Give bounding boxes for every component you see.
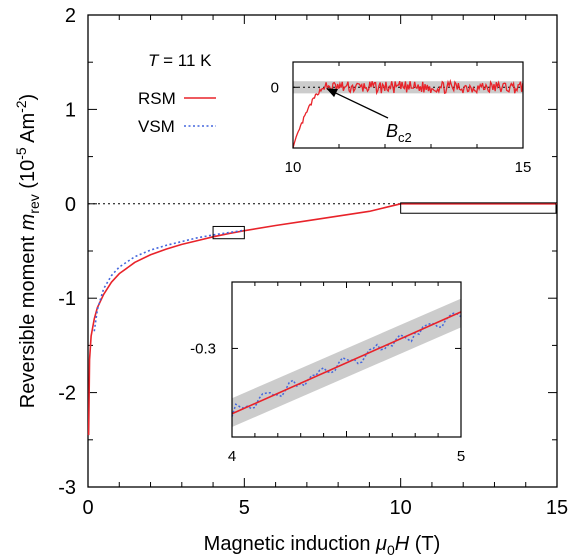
x-tick-label: 0 [82,497,93,519]
y-tick-label: -1 [58,288,76,310]
inset-high-frame [292,61,524,149]
inset-low-y-tick-label: -0.3 [190,340,216,357]
inset-low-field: 4 5 -0.3 [190,281,465,465]
y-tick-label: 2 [65,5,76,27]
y-tick-label: -3 [58,477,76,499]
y-tick-label: 1 [65,99,76,121]
inset-low-vsm-line [231,312,462,417]
series-vsm-line [93,229,245,332]
temperature-annotation: T = 11 K [148,51,212,70]
inset-low-rsm-line [231,311,462,415]
inset-high-x-tick-label: 15 [515,159,532,176]
inset-low-x-tick-label: 5 [457,448,465,465]
main-tick-labels: 0 5 10 15 -3 -2 -1 0 1 2 [58,5,568,519]
inset-high-x-tick-label: 10 [285,159,302,176]
y-tick-label: 0 [65,194,76,216]
zoom-box-4-5 [212,225,245,240]
legend-rsm-label: RSM [138,89,176,108]
x-tick-label: 15 [546,497,568,519]
inset-high-background [293,62,523,148]
inset-high-y-tick-label: 0 [271,79,279,96]
x-tick-label: 10 [390,497,412,519]
x-tick-label: 5 [239,497,250,519]
legend-vsm-label: VSM [138,117,175,136]
main-series [87,203,557,436]
bc2-label: Bc2 [386,121,412,145]
inset-high-rsm-line [292,78,524,149]
bc2-arrow [333,91,389,119]
inset-high-field: 10 15 0 Bc2 [271,61,532,176]
zoom-box-10-15 [400,202,557,214]
inset-low-x-tick-label: 4 [228,448,236,465]
x-axis-label: Magnetic induction μ0H (T) [204,533,441,558]
y-axis-label: Reversible moment mrev (10-5 Am-2) [13,94,42,408]
bc2-arrowhead [326,88,338,98]
y-tick-label: -2 [58,383,76,405]
